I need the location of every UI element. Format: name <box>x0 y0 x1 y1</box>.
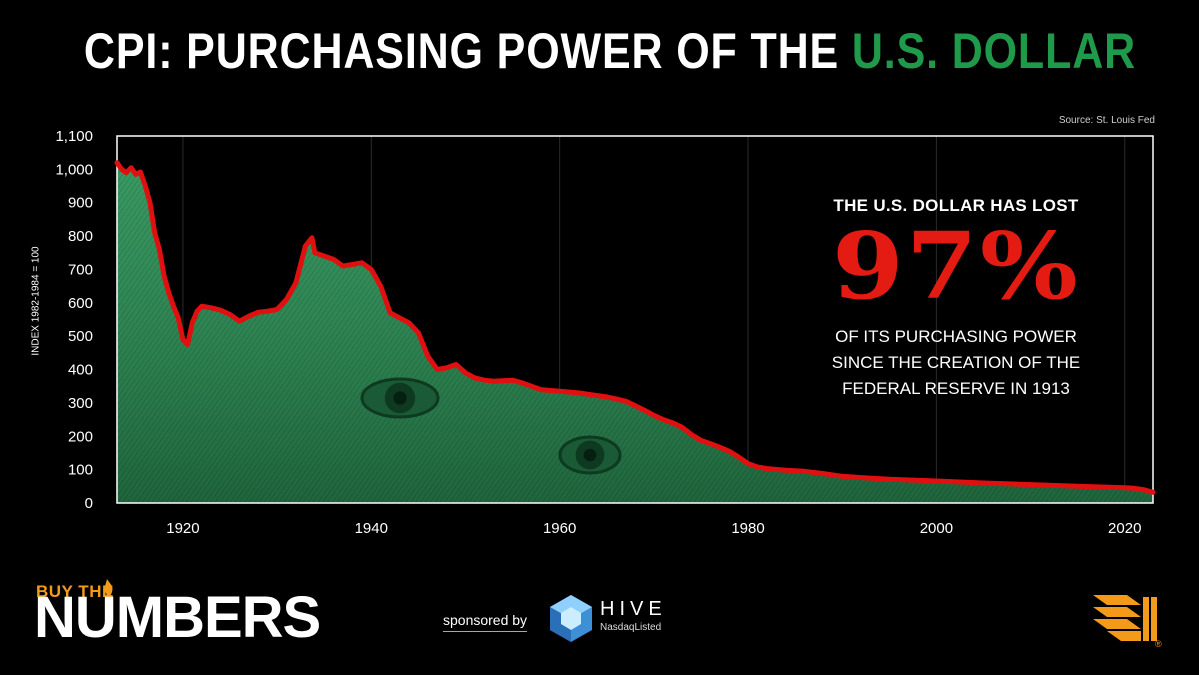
cpi-chart: 0 100 200 300 400 500 600 700 800 900 1,000 1,100 19… <box>55 128 1156 537</box>
y-tick-label: 500 <box>68 328 93 345</box>
callout-figure: 97% <box>831 212 1081 320</box>
brand-top: BUY THE <box>36 582 114 601</box>
chart-title: CPI: PURCHASING POWER OF THE U.S. DOLLAR <box>83 22 1135 80</box>
y-tick-label: 900 <box>68 195 93 212</box>
banknote-eye-left-pupil <box>393 391 407 405</box>
callout-lead: THE U.S. DOLLAR HAS LOST <box>833 196 1079 215</box>
title-main: CPI: PURCHASING POWER OF THE <box>83 23 852 79</box>
x-tick-label: 1920 <box>166 520 199 537</box>
y-tick-label: 200 <box>68 428 93 445</box>
x-tick-label: 2020 <box>1108 520 1141 537</box>
y-tick-label: 700 <box>68 261 93 278</box>
stripes-logo-icon: ® <box>1093 595 1162 647</box>
y-tick-label: 1,100 <box>55 128 93 145</box>
x-tick-label: 1960 <box>543 520 576 537</box>
x-tick-label: 2000 <box>920 520 953 537</box>
y-tick-label: 400 <box>68 362 93 379</box>
sponsor-name: HIVE <box>600 598 667 620</box>
brand-logo: NUMBERS <box>34 585 321 650</box>
y-tick-label: 600 <box>68 295 93 312</box>
hive-logo-icon <box>550 595 592 642</box>
x-tick-label: 1940 <box>355 520 388 537</box>
banknote-eye-right-pupil <box>583 448 597 462</box>
sponsored-by-label: sponsored by <box>443 612 528 632</box>
sponsor-sub: NasdaqListed <box>600 622 662 633</box>
y-tick-label: 1,000 <box>55 161 93 178</box>
callout-line-1: OF ITS PURCHASING POWER <box>835 327 1077 346</box>
y-tick-label: 800 <box>68 228 93 245</box>
area-shade <box>117 162 1153 503</box>
plot-frame <box>116 135 1154 504</box>
callout: THE U.S. DOLLAR HAS LOST 97% OF ITS PURC… <box>790 196 1122 402</box>
y-tick-label: 0 <box>85 495 93 512</box>
y-tick-label: 100 <box>68 462 93 479</box>
y-tick-label: 300 <box>68 395 93 412</box>
callout-line-2: SINCE THE CREATION OF THE <box>831 353 1081 372</box>
callout-detail: OF ITS PURCHASING POWER SINCE THE CREATI… <box>790 324 1122 402</box>
source-note: Source: St. Louis Fed <box>1058 115 1155 126</box>
callout-line-3: FEDERAL RESERVE IN 1913 <box>842 379 1070 398</box>
title-accent: U.S. DOLLAR <box>851 23 1137 79</box>
flame-icon <box>103 579 113 598</box>
svg-text:®: ® <box>1155 639 1162 647</box>
x-tick-label: 1980 <box>731 520 764 537</box>
cpi-line <box>114 160 1156 495</box>
